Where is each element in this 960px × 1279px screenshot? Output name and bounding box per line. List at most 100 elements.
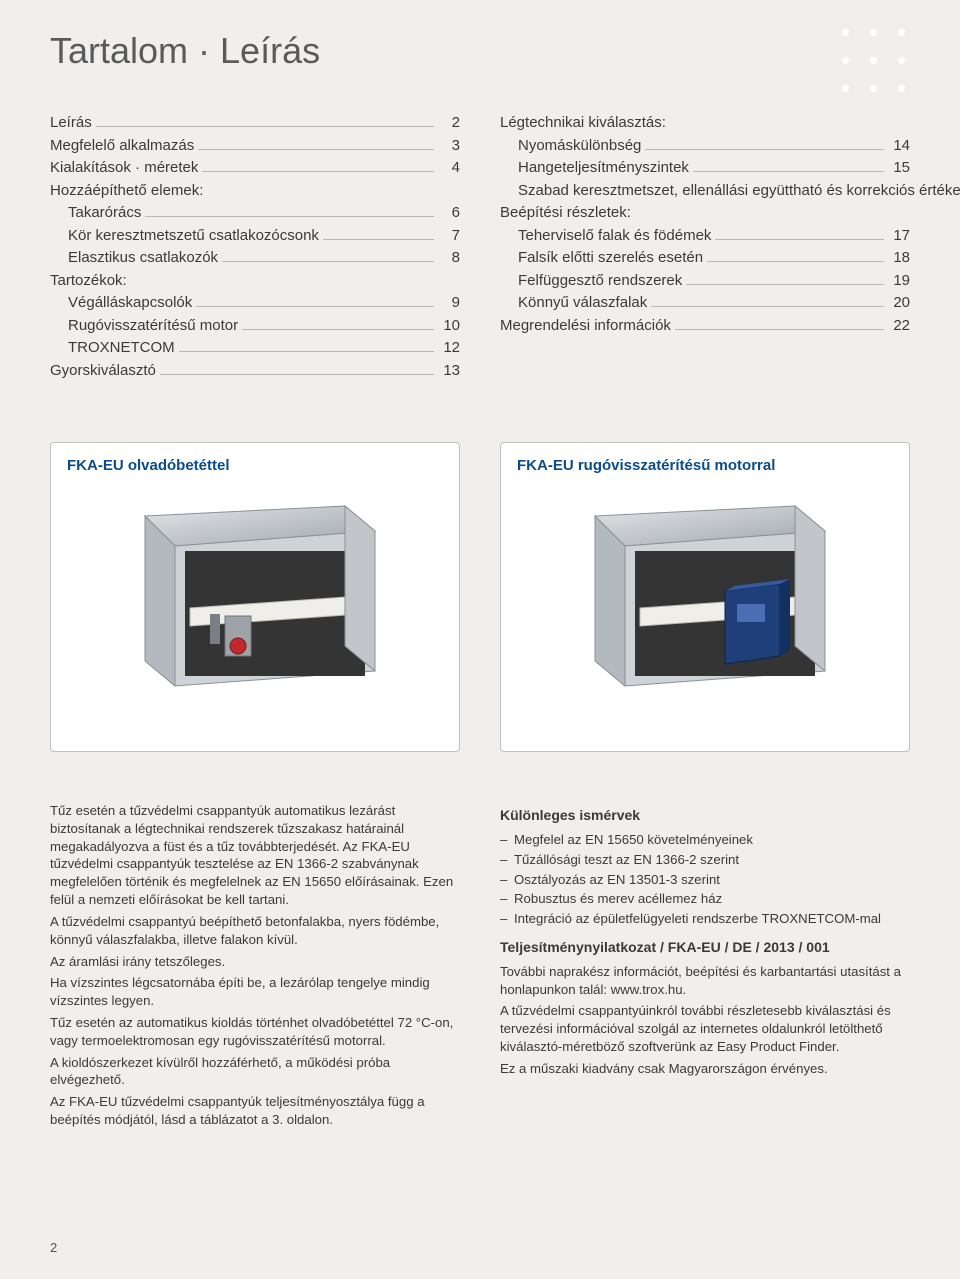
right-text-column: Különleges ismérvek Megfelel az EN 15650… [500,802,910,1133]
toc-entry: Leírás2 [50,112,460,135]
toc-leader [242,329,434,330]
toc-entry: Megfelelő alkalmazás3 [50,135,460,158]
toc-page-number: 18 [888,247,910,270]
toc-left-column: Leírás2Megfelelő alkalmazás3Kialakítások… [50,112,460,382]
toc-entry: Tartozékok: [50,270,460,293]
product-box-spring-return: FKA-EU rugóvisszatérítésű motorral [500,442,910,752]
toc-page-number: 19 [888,270,910,293]
toc-entry: Légtechnikai kiválasztás: [500,112,910,135]
body-paragraph: Az áramlási irány tetszőleges. [50,953,460,971]
product-box-title: FKA-EU rugóvisszatérítésű motorral [517,457,893,474]
right-subheading-declaration: Teljesítménynyilatkozat / FKA-EU / DE / … [500,938,910,957]
toc-label: Leírás [50,112,92,135]
toc-leader [715,239,884,240]
toc-label: Falsík előtti szerelés esetén [500,247,703,270]
toc-leader [323,239,434,240]
toc-label: Rugóvisszatérítésű motor [50,315,238,338]
toc-label: Takarórács [50,202,141,225]
toc-leader [645,149,884,150]
feature-list-item: Osztályozás az EN 13501-3 szerint [500,871,910,889]
toc-page-number: 13 [438,360,460,383]
feature-list-item: Robusztus és merev acéllemez ház [500,890,910,908]
feature-list-item: Megfelel az EN 15650 követelményeinek [500,831,910,849]
toc-label: Hangeteljesítményszintek [500,157,689,180]
toc-label: Teherviselő falak és födémek [500,225,711,248]
product-image-spring-return [517,486,893,716]
toc-page-number: 8 [438,247,460,270]
decorative-dot-grid [831,18,915,102]
toc-page-number: 12 [438,337,460,360]
damper-fusible-icon [115,496,395,706]
toc-page-number: 22 [888,315,910,338]
body-paragraph: Ha vízszintes légcsatornába építi be, a … [50,974,460,1010]
page-number: 2 [50,1240,57,1255]
toc-label: Végálláskapcsolók [50,292,192,315]
left-text-column: Tűz esetén a tűzvédelmi csappantyúk auto… [50,802,460,1133]
document-page: Tartalom · Leírás Leírás2Megfelelő alkal… [0,0,960,1279]
toc-entry: Gyorskiválasztó 13 [50,360,460,383]
toc-page-number: 20 [888,292,910,315]
body-paragraph: További naprakész információt, beépítési… [500,963,910,999]
product-boxes-row: FKA-EU olvadóbetéttel [50,442,910,752]
toc-leader [96,126,434,127]
toc-label: Megrendelési információk [500,315,671,338]
product-box-fusible: FKA-EU olvadóbetéttel [50,442,460,752]
body-paragraph: Az FKA-EU tűzvédelmi csappantyúk teljesí… [50,1093,460,1129]
body-paragraph: A tűzvédelmi csappantyú beépíthető beton… [50,913,460,949]
toc-leader [651,306,884,307]
page-title: Tartalom · Leírás [50,30,910,72]
toc-label: Kialakítások · méretek [50,157,198,180]
toc-entry: Teherviselő falak és födémek 17 [500,225,910,248]
toc-page-number: 3 [438,135,460,158]
toc-leader [686,284,884,285]
product-image-fusible [67,486,443,716]
toc-entry: Takarórács 6 [50,202,460,225]
right-subheading-features: Különleges ismérvek [500,806,910,825]
toc-label: Nyomáskülönbség [500,135,641,158]
toc-leader [145,216,434,217]
toc-page-number: 7 [438,225,460,248]
toc-leader [196,306,434,307]
toc-page-number: 14 [888,135,910,158]
toc-entry: Nyomáskülönbség 14 [500,135,910,158]
toc-label: Beépítési részletek: [500,202,631,225]
body-paragraph: Tűz esetén az automatikus kioldás történ… [50,1014,460,1050]
toc-label: Felfüggesztő rendszerek [500,270,682,293]
toc-entry: TROXNETCOM 12 [50,337,460,360]
toc-leader [198,149,434,150]
toc-entry: Végálláskapcsolók 9 [50,292,460,315]
product-box-title: FKA-EU olvadóbetéttel [67,457,443,474]
toc-entry: Megrendelési információk 22 [500,315,910,338]
toc-entry: Hangeteljesítményszintek 15 [500,157,910,180]
toc-leader [160,374,434,375]
toc-page-number: 9 [438,292,460,315]
toc-page-number: 15 [888,157,910,180]
toc-entry: Felfüggesztő rendszerek 19 [500,270,910,293]
damper-motor-icon [565,496,845,706]
body-paragraph: A tűzvédelmi csappantyúinkról további ré… [500,1002,910,1055]
toc-page-number: 4 [438,157,460,180]
toc-entry: Kialakítások · méretek 4 [50,157,460,180]
toc-label: Légtechnikai kiválasztás: [500,112,666,135]
toc-entry: Kör keresztmetszetű csatlakozócsonk7 [50,225,460,248]
toc-entry: Rugóvisszatérítésű motor 10 [50,315,460,338]
table-of-contents: Leírás2Megfelelő alkalmazás3Kialakítások… [50,112,910,382]
toc-page-number: 6 [438,202,460,225]
toc-leader [707,261,884,262]
toc-page-number: 10 [438,315,460,338]
toc-leader [179,351,434,352]
toc-label: Gyorskiválasztó [50,360,156,383]
lower-text-columns: Tűz esetén a tűzvédelmi csappantyúk auto… [50,802,910,1133]
toc-entry: Elasztikus csatlakozók8 [50,247,460,270]
toc-leader [675,329,884,330]
toc-page-number: 17 [888,225,910,248]
toc-label: Szabad keresztmetszet, ellenállási együt… [500,180,960,203]
feature-list-item: Integráció az épületfelügyeleti rendszer… [500,910,910,928]
body-paragraph: Ez a műszaki kiadvány csak Magyarországo… [500,1060,910,1078]
toc-label: TROXNETCOM [50,337,175,360]
toc-leader [202,171,434,172]
toc-entry: Hozzáépíthető elemek: [50,180,460,203]
toc-leader [693,171,884,172]
body-paragraph: Tűz esetén a tűzvédelmi csappantyúk auto… [50,802,460,909]
toc-entry: Könnyű válaszfalak20 [500,292,910,315]
